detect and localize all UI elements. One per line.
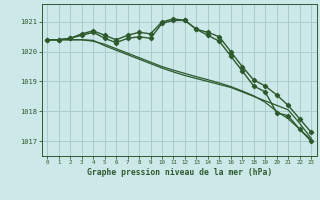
X-axis label: Graphe pression niveau de la mer (hPa): Graphe pression niveau de la mer (hPa) xyxy=(87,168,272,177)
